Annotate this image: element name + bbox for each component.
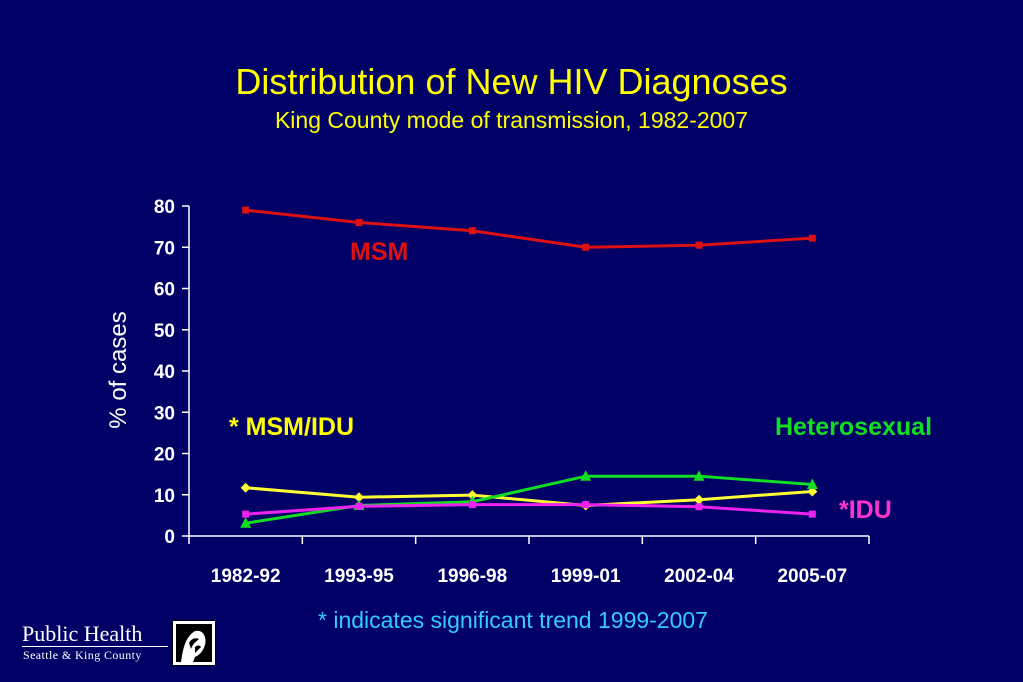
y-tick-label: 60 xyxy=(154,280,175,301)
data-point xyxy=(240,482,251,493)
portrait-logo-icon xyxy=(172,620,216,666)
series-line-3 xyxy=(245,503,813,516)
data-point xyxy=(694,494,704,505)
series-label-0: MSM xyxy=(350,238,408,266)
logo-text-main: Public Health xyxy=(22,621,143,646)
data-point xyxy=(467,490,478,501)
data-point xyxy=(582,501,590,509)
public-health-logo: Public Health Seattle & King County xyxy=(22,620,218,668)
y-tick-label: 40 xyxy=(154,362,175,383)
x-tick-label: 1982-92 xyxy=(211,566,281,587)
y-tick-label: 30 xyxy=(154,403,175,424)
logo-divider xyxy=(22,646,168,647)
data-point xyxy=(806,478,818,489)
y-tick-label: 10 xyxy=(154,486,175,507)
x-tick-label: 2005-07 xyxy=(777,566,847,587)
data-point xyxy=(242,206,250,214)
series-label-3: *IDU xyxy=(839,496,892,524)
series-line-0 xyxy=(245,208,813,249)
data-point xyxy=(240,517,252,528)
series-line-1 xyxy=(245,486,813,507)
data-point xyxy=(807,486,818,497)
y-tick-label: 50 xyxy=(154,321,175,342)
data-point xyxy=(808,510,816,518)
x-tick-label: 1996-98 xyxy=(437,566,507,587)
footnote: * indicates significant trend 1999-2007 xyxy=(318,607,708,633)
chart-subtitle: King County mode of transmission, 1982-2… xyxy=(274,107,749,133)
x-tick-label: 2002-04 xyxy=(664,566,734,587)
y-tick-label: 70 xyxy=(154,238,175,259)
data-point xyxy=(355,502,363,510)
logo-text-sub: Seattle & King County xyxy=(23,648,142,662)
series-label-2: Heterosexual xyxy=(775,413,932,441)
data-point xyxy=(355,219,363,226)
y-axis-title: % of cases xyxy=(105,311,132,428)
data-point xyxy=(695,503,703,511)
data-point xyxy=(354,492,364,503)
y-tick-label: 20 xyxy=(154,445,175,466)
data-point xyxy=(468,227,476,235)
series-label-1: * MSM/IDU xyxy=(229,413,354,441)
chart-title: Distribution of New HIV Diagnoses xyxy=(235,61,788,102)
data-point xyxy=(695,241,703,249)
y-tick-label: 80 xyxy=(154,197,175,218)
data-point xyxy=(468,501,476,509)
data-point xyxy=(580,470,592,481)
y-tick-label: 0 xyxy=(164,527,175,548)
data-point xyxy=(693,470,705,481)
data-point xyxy=(808,234,816,242)
x-tick-label: 1993-95 xyxy=(324,566,394,587)
x-tick-label: 1999-01 xyxy=(551,566,621,587)
data-point xyxy=(582,243,590,251)
data-point xyxy=(242,510,250,518)
